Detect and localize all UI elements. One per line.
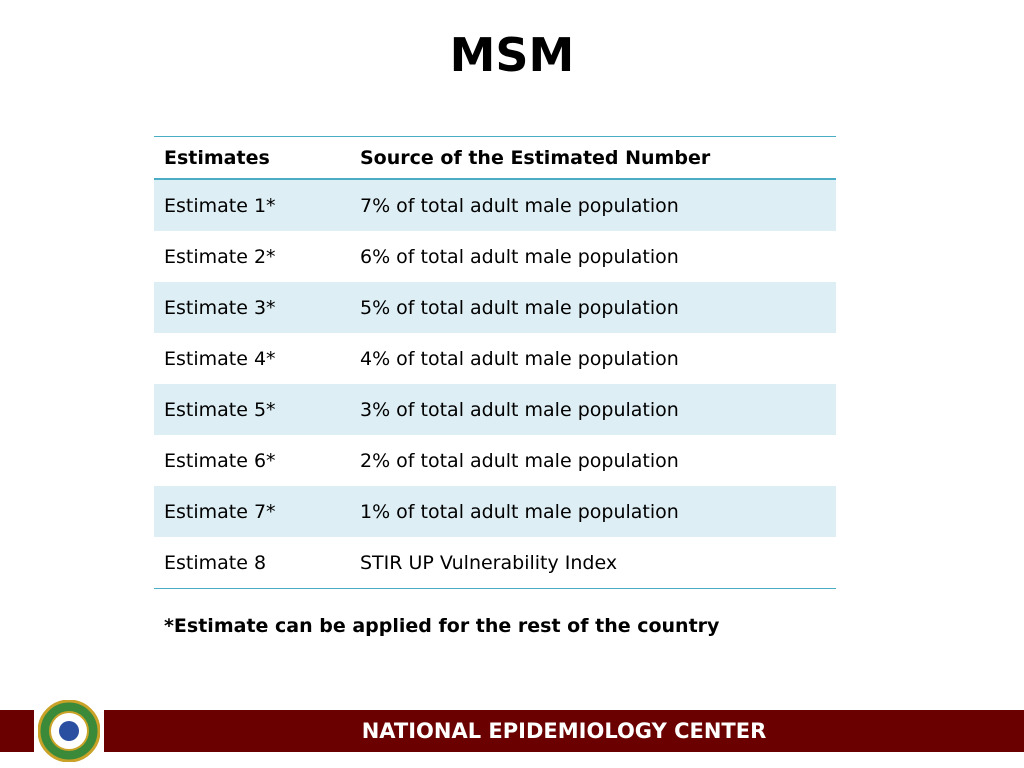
cell: Estimate 7* (154, 486, 350, 537)
row: Estimate 8 STIR UP Vulnerability Index (154, 537, 836, 589)
cell: 7% of total adult male population (350, 179, 836, 231)
cell: Estimate 6* (164, 449, 276, 472)
header-row: Estimates Source of the Estimated Number (154, 136, 836, 180)
cell: 2% of total adult male population (360, 449, 679, 472)
cell: Estimate 2* (164, 245, 276, 268)
footer-bar (0, 710, 34, 752)
cell: Estimate 4* (164, 347, 276, 370)
header-cell: Source of the Estimated Number (350, 136, 836, 180)
cell: Estimate 8 (164, 551, 267, 574)
row: Estimate 4* 4% of total adult male popula… (154, 333, 836, 384)
row: Estimate 1* 7% of total adult male popula… (154, 179, 836, 231)
table: Estimates Source of the Estimated Number … (154, 136, 836, 589)
table-body: Estimate 1* 7% of total adult male popula… (154, 179, 836, 589)
row: Estimate 6* 2% of total adult male popula… (154, 435, 836, 486)
row: Estimate 5* 3% of total adult male popula… (154, 384, 836, 435)
cell: Estimate 1* (154, 179, 350, 231)
cell: Estimate 3* (154, 282, 350, 333)
note: *Estimate can be applied for the rest of… (164, 615, 720, 637)
row: Estimate 3* 5% of total adult male popula… (154, 282, 836, 333)
row: Estimate 2* 6% of total adult male popula… (154, 231, 836, 282)
cell: STIR UP Vulnerability Index (360, 551, 618, 574)
cell: 6% of total adult male population (360, 245, 679, 268)
seal (38, 700, 100, 762)
cell: 1% of total adult male population (350, 486, 836, 537)
cell: 3% of total adult male population (350, 384, 836, 435)
cell: 5% of total adult male population (350, 282, 836, 333)
title: MSM (449, 28, 575, 82)
row: Estimate 7* 1% of total adult male popula… (154, 486, 836, 537)
cell: 4% of total adult male population (360, 347, 679, 370)
header-cell: Estimates (154, 136, 350, 180)
footer: NATIONAL EPIDEMIOLOGY CENTER (104, 710, 1024, 752)
cell: Estimate 5* (154, 384, 350, 435)
